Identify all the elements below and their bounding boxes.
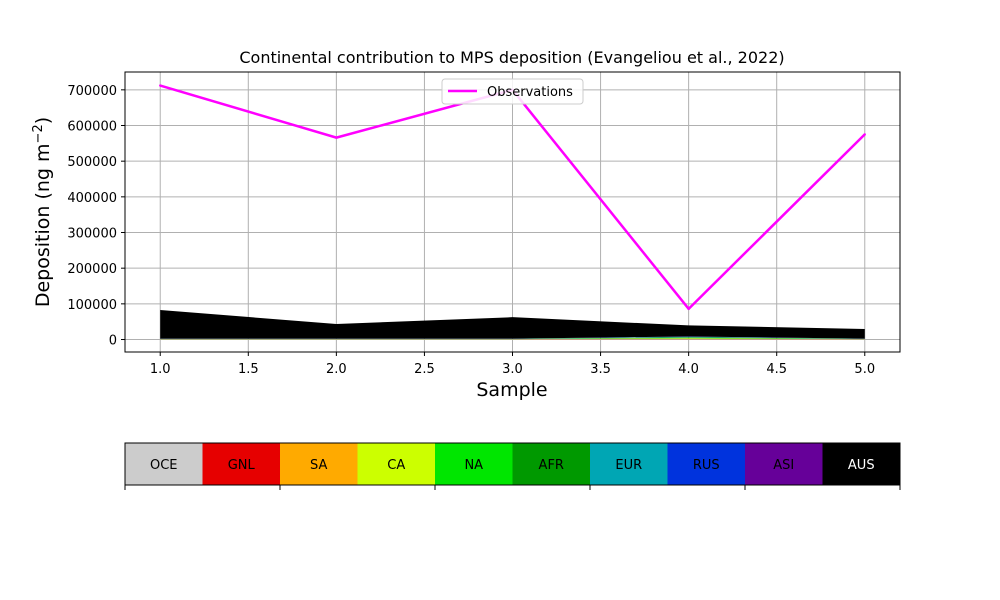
colorbar-frame bbox=[124, 442, 901, 486]
y-axis-label: Deposition (ng m−2) bbox=[31, 117, 54, 307]
colorbar-cell-sa bbox=[280, 443, 358, 485]
stacked-areas bbox=[160, 310, 865, 340]
colorbar-label-gnl: GNL bbox=[228, 458, 256, 473]
colorbar-cell-oce bbox=[125, 443, 203, 485]
y-axis-ticks: 0 100000 200000 300000 400000 500000 600000 700… bbox=[67, 84, 125, 349]
observation-point bbox=[687, 307, 690, 311]
y-axis-label-main: Deposition (ng m bbox=[32, 143, 54, 307]
colorbar-label-eur: EUR bbox=[615, 458, 642, 473]
area-sa bbox=[160, 338, 865, 340]
y-tick-label: 300000 bbox=[67, 227, 117, 242]
x-tick-label: 5.0 bbox=[854, 362, 875, 377]
x-tick-label: 1.0 bbox=[150, 362, 171, 377]
y-tick-label: 700000 bbox=[67, 84, 117, 99]
observation-point bbox=[863, 133, 866, 136]
colorbar-label-ca: CA bbox=[387, 458, 405, 473]
legend: Observations bbox=[441, 78, 584, 105]
area-ca bbox=[160, 338, 865, 340]
colorbar-cell-eur bbox=[590, 443, 668, 485]
x-axis-ticks: 1.0 1.5 2.0 2.5 3.0 3.5 4.0 4.5 5.0 bbox=[150, 352, 875, 377]
x-tick-label: 4.5 bbox=[766, 362, 787, 377]
colorbar-cell-na bbox=[435, 443, 513, 485]
legend-label-observations: Observations bbox=[487, 85, 573, 100]
y-axis-label-close: ) bbox=[32, 117, 54, 124]
colorbar-label-rus: RUS bbox=[693, 458, 720, 473]
colorbar-label-afr: AFR bbox=[539, 458, 564, 473]
colorbar-cell-aus bbox=[822, 443, 901, 485]
chart-title: Continental contribution to MPS depositi… bbox=[239, 48, 784, 67]
colorbar-label-asi: ASI bbox=[773, 458, 794, 473]
colorbar-label-sa: SA bbox=[310, 458, 327, 473]
y-tick-label: 500000 bbox=[67, 155, 117, 170]
observation-point bbox=[159, 84, 162, 87]
x-tick-label: 3.5 bbox=[590, 362, 611, 377]
legend-box bbox=[441, 78, 584, 105]
colorbar-cell-ca bbox=[357, 443, 436, 485]
area-afr bbox=[160, 337, 865, 339]
colorbar-label-oce: OCE bbox=[150, 458, 178, 473]
y-tick-label: 100000 bbox=[67, 298, 117, 313]
plot-area: 1.0 1.5 2.0 2.5 3.0 3.5 4.0 4.5 5.0 0 100000 20000… bbox=[67, 71, 901, 377]
y-tick-label: 200000 bbox=[67, 262, 117, 277]
colorbar-cell-asi bbox=[745, 443, 823, 485]
observation-point bbox=[335, 136, 338, 139]
x-tick-label: 3.0 bbox=[502, 362, 523, 377]
area-aus bbox=[160, 310, 865, 339]
x-tick-label: 2.0 bbox=[326, 362, 347, 377]
x-tick-label: 1.5 bbox=[238, 362, 259, 377]
colorbar-cell-gnl bbox=[202, 443, 281, 485]
colorbar-label-aus: AUS bbox=[848, 458, 875, 473]
x-tick-label: 2.5 bbox=[414, 362, 435, 377]
y-axis-label-superscript: −2 bbox=[31, 124, 46, 143]
y-tick-label: 400000 bbox=[67, 191, 117, 206]
area-na bbox=[160, 337, 865, 340]
y-tick-label: 600000 bbox=[67, 120, 117, 135]
x-axis-label: Sample bbox=[476, 379, 547, 401]
colorbar-cell-rus bbox=[667, 443, 746, 485]
y-tick-label: 0 bbox=[109, 334, 117, 349]
colorbar: OCE GNL SA CA NA AFR EUR RUS ASI AUS bbox=[124, 442, 901, 490]
x-tick-label: 4.0 bbox=[678, 362, 699, 377]
colorbar-cell-afr bbox=[512, 443, 591, 485]
colorbar-label-na: NA bbox=[464, 458, 483, 473]
